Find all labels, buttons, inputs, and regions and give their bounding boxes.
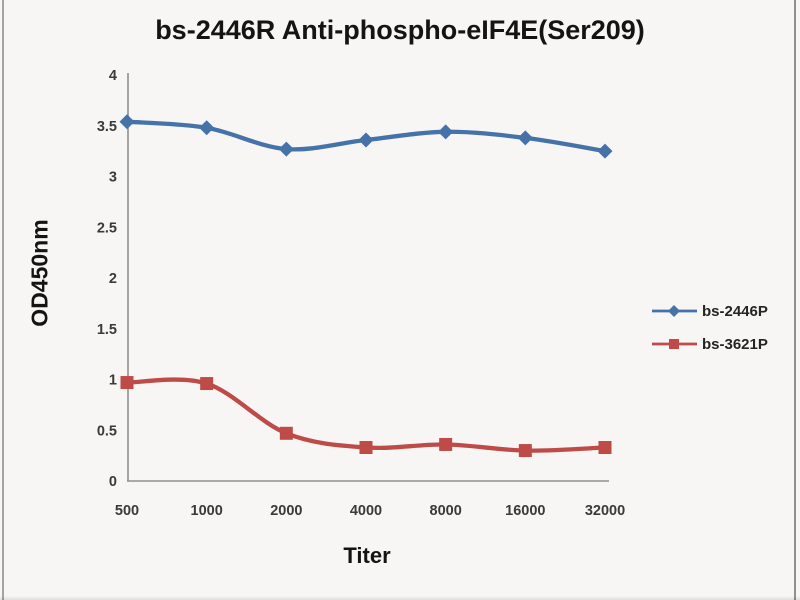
y-tick-label: 1 — [109, 373, 117, 389]
data-point-marker-square — [359, 441, 373, 455]
x-tick-label: 1000 — [191, 503, 223, 519]
chart-title: bs-2446R Anti-phospho-eIF4E(Ser209) — [155, 15, 645, 45]
data-point-marker-diamond — [517, 130, 533, 146]
data-point-marker-square — [598, 441, 612, 455]
legend-label: bs-3621P — [702, 335, 768, 353]
x-tick-label: 32000 — [585, 503, 625, 519]
x-tick-label: 4000 — [350, 503, 382, 519]
data-point-marker-square — [279, 426, 293, 440]
legend-diamond-icon — [652, 305, 697, 317]
data-point-marker-square — [518, 444, 532, 458]
right-edge-line — [794, 0, 796, 600]
data-point-marker-square — [200, 377, 214, 391]
y-tick-label: 3 — [109, 170, 117, 186]
data-point-marker-diamond — [597, 143, 613, 159]
y-tick-label: 0.5 — [97, 423, 117, 439]
y-tick-label: 2.5 — [97, 220, 117, 236]
data-point-marker-diamond — [438, 124, 454, 140]
left-edge-line — [2, 0, 4, 600]
x-tick-label: 16000 — [505, 503, 545, 519]
y-tick-label: 0 — [109, 474, 117, 490]
data-point-marker-diamond — [119, 114, 135, 130]
legend-item: bs-2446P — [651, 302, 768, 320]
y-tick-label: 2 — [109, 271, 117, 287]
data-point-marker-diamond — [278, 141, 294, 157]
data-point-marker-diamond — [358, 132, 374, 148]
legend-label: bs-2446P — [702, 302, 768, 320]
y-tick-label: 4 — [109, 68, 117, 84]
x-tick-label: 2000 — [270, 503, 302, 519]
series-line-bs-3621P — [124, 377, 608, 453]
y-tick-label: 3.5 — [97, 119, 117, 135]
y-tick-label: 1.5 — [97, 322, 117, 338]
data-point-marker-square — [669, 339, 679, 349]
x-tick-label: 500 — [115, 503, 139, 519]
data-point-marker-diamond — [199, 120, 215, 136]
data-point-marker-diamond — [668, 305, 680, 317]
legend-item: bs-3621P — [651, 335, 768, 353]
legend-square-icon — [652, 339, 697, 349]
data-point-marker-square — [439, 437, 453, 451]
x-axis-title: Titer — [343, 543, 391, 568]
data-point-marker-square — [120, 376, 134, 390]
x-tick-label: 8000 — [430, 503, 462, 519]
legend: bs-2446P bs-3621P — [651, 302, 768, 353]
